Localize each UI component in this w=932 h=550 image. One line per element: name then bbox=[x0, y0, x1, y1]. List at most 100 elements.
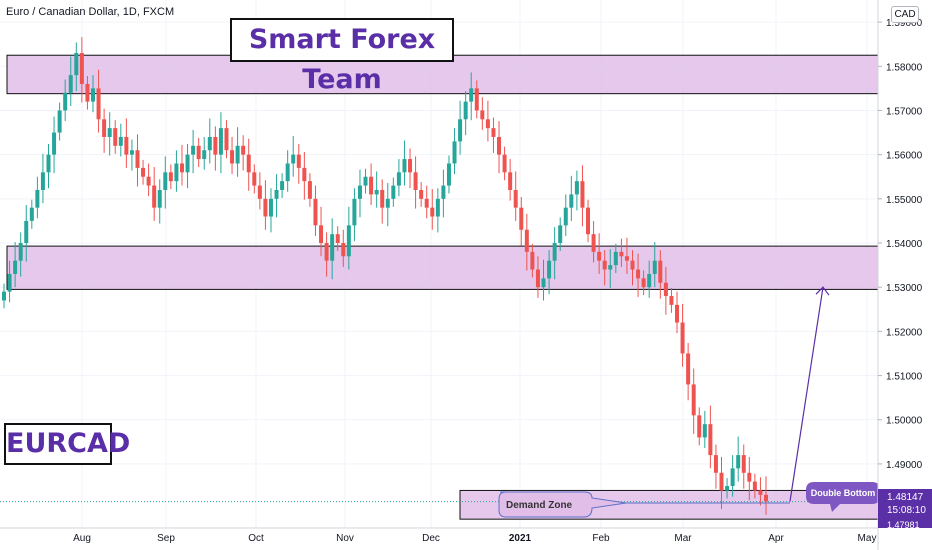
price-tag-price: 1.48147 bbox=[887, 492, 924, 503]
candle-body bbox=[57, 110, 62, 133]
price-tag-countdown: 15:08:10 bbox=[887, 505, 926, 516]
candle-body bbox=[2, 291, 6, 301]
candle-body bbox=[385, 198, 390, 208]
candle-body bbox=[52, 132, 57, 155]
candle-body bbox=[40, 172, 45, 190]
candle-body bbox=[619, 251, 624, 257]
candle-body bbox=[458, 119, 463, 142]
x-tick-label: Oct bbox=[248, 533, 264, 544]
candle-body bbox=[691, 384, 696, 416]
projection-arrow bbox=[789, 287, 824, 502]
candle-body bbox=[179, 163, 184, 173]
candle-body bbox=[230, 150, 235, 164]
candle-body bbox=[191, 145, 196, 155]
y-tick-label: 1.55000 bbox=[886, 195, 923, 206]
candle-body bbox=[330, 234, 335, 261]
projection-arrow-head bbox=[815, 286, 830, 296]
x-tick-label: Apr bbox=[768, 533, 784, 544]
candle-body bbox=[168, 172, 173, 182]
x-tick-label: Dec bbox=[422, 533, 440, 544]
candle-body bbox=[324, 243, 329, 261]
candle-body bbox=[369, 176, 374, 195]
candle-body bbox=[608, 265, 613, 270]
candle-body bbox=[185, 154, 190, 173]
candle-body bbox=[641, 278, 646, 288]
y-tick-label: 1.51000 bbox=[886, 372, 923, 383]
candle-body bbox=[413, 172, 418, 190]
price-tag: 1.48147 15:08:10 bbox=[878, 489, 932, 519]
candle-body bbox=[497, 136, 502, 155]
candle-body bbox=[441, 185, 446, 199]
candle-body bbox=[630, 260, 635, 270]
zones bbox=[6, 54, 879, 520]
candle-body bbox=[764, 494, 768, 502]
candle-body bbox=[474, 88, 479, 111]
demand-zone-label: Demand Zone bbox=[506, 500, 573, 511]
candle-body bbox=[263, 198, 268, 217]
candle-body bbox=[24, 220, 29, 244]
candle-body bbox=[213, 136, 218, 155]
y-axis: 1.59000 1.58000 1.57000 1.56000 1.55000 1.540… bbox=[877, 0, 932, 550]
candle-body bbox=[719, 472, 724, 491]
x-tick-label: Aug bbox=[73, 533, 91, 544]
candle-body bbox=[680, 322, 685, 354]
y-tick-label: 1.54000 bbox=[886, 239, 923, 250]
candle-body bbox=[552, 243, 557, 261]
candle-body bbox=[741, 455, 746, 473]
candle-body bbox=[658, 260, 663, 283]
candle-body bbox=[18, 243, 23, 261]
title-box: Smart Forex Team bbox=[230, 18, 454, 95]
candle-body bbox=[435, 198, 440, 217]
candle-body bbox=[419, 189, 424, 199]
candle-body bbox=[508, 172, 513, 190]
candle-body bbox=[63, 92, 68, 111]
candle-body bbox=[90, 88, 95, 102]
candle-body bbox=[207, 136, 212, 151]
candle-body bbox=[79, 53, 84, 84]
candle-body bbox=[485, 119, 490, 129]
candle-body bbox=[519, 207, 524, 230]
candle-body bbox=[13, 260, 18, 274]
x-tick-label: Sep bbox=[157, 533, 175, 544]
candle-body bbox=[302, 167, 307, 182]
candle-body bbox=[246, 154, 251, 173]
y-axis-bg bbox=[878, 0, 932, 550]
candles bbox=[2, 37, 768, 515]
candle-body bbox=[163, 172, 168, 190]
candle-body bbox=[480, 110, 485, 120]
candle-body bbox=[463, 101, 468, 120]
candle-body bbox=[135, 150, 140, 168]
candle-body bbox=[613, 251, 618, 266]
zone-support bbox=[6, 245, 879, 290]
candle-body bbox=[102, 119, 107, 137]
candle-body bbox=[107, 128, 112, 137]
candle-body bbox=[285, 163, 290, 182]
candle-body bbox=[402, 159, 407, 173]
x-tick-label: Mar bbox=[674, 533, 692, 544]
candle-body bbox=[74, 53, 79, 76]
candle-body bbox=[252, 172, 257, 186]
candle-body bbox=[335, 234, 340, 244]
candle-body bbox=[224, 128, 229, 151]
demand-zone-callout bbox=[498, 491, 627, 518]
candle-body bbox=[268, 198, 273, 217]
candle-body bbox=[752, 481, 757, 491]
candle-body bbox=[280, 181, 285, 190]
candle-body bbox=[141, 167, 146, 177]
candle-body bbox=[513, 189, 518, 208]
candle-body bbox=[113, 128, 118, 146]
candle-body bbox=[747, 472, 752, 482]
candle-body bbox=[85, 83, 90, 102]
candle-body bbox=[46, 154, 51, 173]
symbol-box: EURCAD bbox=[4, 423, 130, 465]
candle-body bbox=[541, 278, 546, 288]
candle-body bbox=[174, 163, 179, 182]
candle-body bbox=[29, 207, 34, 221]
candle-body bbox=[146, 176, 151, 186]
candle-body bbox=[357, 185, 362, 199]
candle-body bbox=[446, 163, 451, 186]
candle-body bbox=[502, 154, 507, 173]
candle-body bbox=[396, 172, 401, 186]
currency-button[interactable]: CAD bbox=[891, 6, 919, 23]
